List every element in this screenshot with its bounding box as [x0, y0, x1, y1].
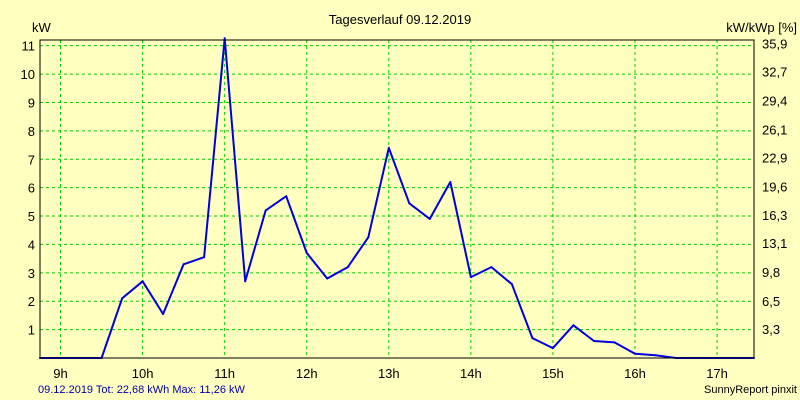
data-point	[367, 236, 370, 239]
footer-source: SunnyReport pinxit	[704, 384, 797, 396]
y-tick-label-left: 2	[28, 294, 35, 309]
y-tick-label-left: 8	[28, 124, 35, 139]
y-axis-label-left: kW	[32, 20, 52, 35]
data-point	[490, 266, 493, 269]
data-point	[510, 283, 513, 286]
x-tick-label: 9h	[53, 366, 67, 381]
y-tick-label-left: 10	[21, 67, 35, 82]
y-tick-label-right: 3,3	[762, 322, 780, 337]
y-tick-label-right: 35,9	[762, 36, 787, 51]
x-tick-label: 17h	[706, 366, 728, 381]
y-tick-label-right: 6,5	[762, 294, 780, 309]
y-tick-label-right: 19,6	[762, 179, 787, 194]
footer-summary: 09.12.2019 Tot: 22,68 kWh Max: 11,26 kW	[38, 384, 245, 396]
y-tick-label-left: 11	[22, 39, 36, 54]
data-point	[654, 354, 657, 357]
y-tick-label-left: 3	[28, 266, 35, 281]
data-point	[551, 347, 554, 350]
data-point	[408, 202, 411, 205]
data-point	[572, 324, 575, 327]
y-tick-label-left: 7	[28, 152, 35, 167]
y-tick-label-right: 9,8	[762, 265, 780, 280]
y-axis-label-right: kW/kWp [%]	[726, 20, 797, 35]
data-point	[326, 277, 329, 280]
series	[39, 37, 755, 359]
data-point	[264, 209, 267, 212]
data-point	[162, 313, 165, 315]
data-point	[346, 266, 349, 269]
data-point	[613, 341, 616, 344]
x-tick-label: 16h	[624, 366, 646, 381]
chart-title: Tagesverlauf 09.12.2019	[329, 12, 471, 27]
data-point	[634, 352, 636, 355]
data-point	[223, 37, 226, 40]
data-point	[203, 256, 206, 259]
data-point	[387, 146, 390, 149]
data-point	[244, 280, 247, 283]
x-tick-label: 10h	[132, 366, 154, 381]
y-tick-label-right: 13,1	[762, 236, 787, 251]
y-tick-label-right: 22,9	[762, 150, 787, 165]
data-point	[593, 340, 595, 342]
x-tick-label: 14h	[460, 366, 482, 381]
y-tick-label-right: 29,4	[762, 93, 787, 108]
series-line	[40, 37, 754, 359]
data-point	[469, 276, 472, 279]
data-point	[182, 263, 185, 266]
y-tick-label-left: 5	[28, 209, 35, 224]
data-point	[449, 181, 452, 183]
data-point	[428, 217, 431, 220]
data-point	[305, 251, 308, 254]
data-point	[531, 337, 534, 340]
x-tick-label: 15h	[542, 366, 564, 381]
x-tick-label: 12h	[296, 366, 318, 381]
data-point	[141, 280, 144, 283]
x-tick-label: 13h	[378, 366, 400, 381]
data-point	[121, 297, 124, 300]
y-tick-label-left: 6	[28, 181, 35, 196]
y-tick-label-left: 4	[28, 237, 35, 252]
grid	[40, 40, 754, 358]
y-tick-label-right: 26,1	[762, 122, 787, 137]
x-tick-label: 11h	[214, 366, 235, 381]
plot-frame	[39, 39, 755, 359]
y-tick-label-left: 1	[28, 323, 35, 338]
y-tick-label-left: 9	[28, 95, 35, 110]
y-tick-label-right: 16,3	[762, 208, 787, 223]
data-point	[285, 195, 288, 198]
y-tick-label-right: 32,7	[762, 64, 787, 79]
tick-labels: 9h 10h 11h 12h 13h 14h 15h 16h 17h 1 2 3 4 5 6 7 8 9 10 11 3…	[21, 36, 788, 381]
